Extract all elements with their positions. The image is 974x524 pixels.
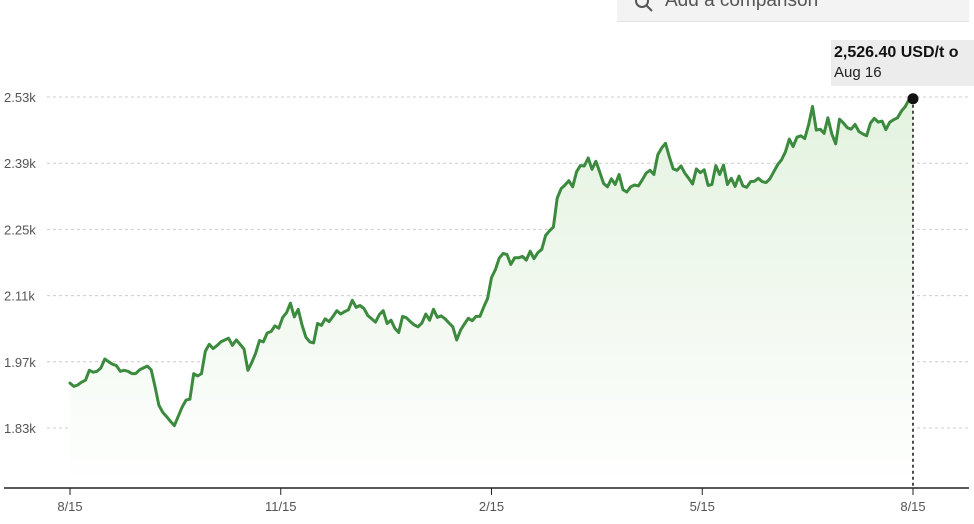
y-tick-label: 2.25k — [4, 222, 36, 237]
y-tick-label: 2.11k — [4, 289, 35, 304]
x-tick-label: 5/15 — [690, 499, 715, 514]
y-tick-label: 2.53k — [4, 90, 36, 105]
x-tick-label: 8/15 — [900, 499, 925, 514]
x-axis-ticks: 8/15 11/15 2/15 5/15 8/15 — [57, 488, 926, 514]
y-tick-label: 2.39k — [4, 156, 36, 171]
price-tooltip: 2,526.40 USD/t o Aug 16 — [831, 40, 974, 86]
marker-dot — [907, 93, 919, 105]
x-tick-label: 11/15 — [265, 499, 297, 514]
add-comparison-field[interactable]: Add a comparison — [617, 0, 969, 22]
x-tick-label: 2/15 — [479, 499, 504, 514]
tooltip-date: Aug 16 — [834, 64, 882, 81]
price-line — [68, 97, 915, 428]
tooltip-value: 2,526.40 USD/t o — [834, 44, 959, 61]
y-tick-label: 1.97k — [4, 355, 36, 370]
y-tick-label: 1.83k — [4, 421, 36, 436]
add-comparison-label: Add a comparison — [665, 0, 819, 11]
price-area-fill — [70, 98, 913, 488]
y-axis-ticks: 1.83k 1.97k 2.11k 2.25k 2.39k 2.53k — [4, 90, 36, 436]
search-icon — [635, 0, 653, 12]
x-tick-label: 8/15 — [57, 499, 82, 514]
